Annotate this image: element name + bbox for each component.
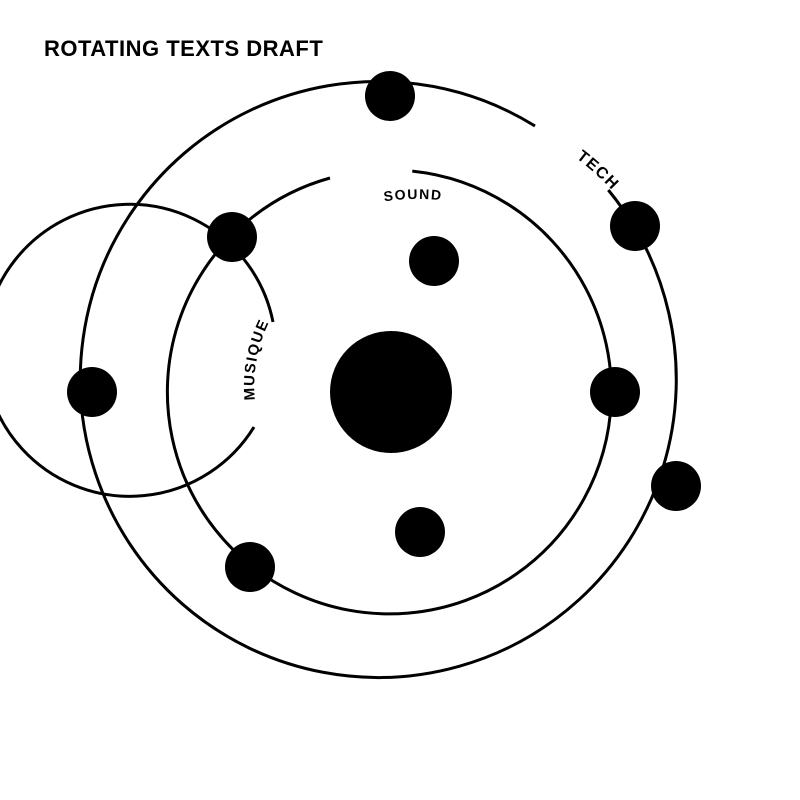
inner-orbit-planet bbox=[409, 236, 459, 286]
page-title: ROTATING TEXTS DRAFT bbox=[44, 36, 324, 61]
middle-orbit-planet bbox=[590, 367, 640, 417]
outer-orbit-planet bbox=[651, 461, 701, 511]
inner-orbit bbox=[0, 202, 275, 498]
inner-orbit-label: MUSIQUE bbox=[241, 316, 273, 400]
outer-orbit bbox=[78, 80, 678, 679]
middle-orbit-planet bbox=[225, 542, 275, 592]
middle-orbit bbox=[165, 169, 613, 616]
outer-orbit-label: TECH bbox=[574, 148, 623, 194]
outer-orbit-planet bbox=[365, 71, 415, 121]
middle-orbit-planet bbox=[207, 212, 257, 262]
outer-orbit-planet bbox=[610, 201, 660, 251]
outer-orbit-planet bbox=[67, 367, 117, 417]
center-core bbox=[330, 331, 452, 453]
middle-orbit-label: SOUND bbox=[383, 186, 444, 204]
inner-orbit-planet bbox=[395, 507, 445, 557]
